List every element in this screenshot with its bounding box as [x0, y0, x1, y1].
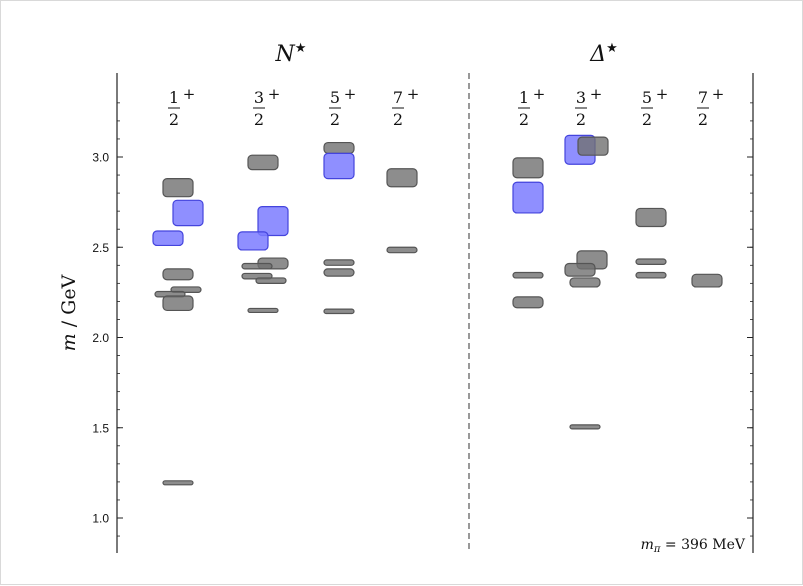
- mass-level-gray: [512, 296, 544, 309]
- mass-level-gray: [323, 268, 355, 277]
- y-tick-label: 1.5: [92, 421, 109, 435]
- y-axis-label-unit: / GeV: [58, 274, 80, 333]
- parity-sign: +: [533, 85, 546, 103]
- spin-denominator: 2: [698, 110, 708, 129]
- spin-numerator: 3: [576, 88, 586, 107]
- mass-level-blue: [172, 199, 204, 227]
- parity-sign: +: [712, 85, 725, 103]
- mass-level-gray: [569, 277, 601, 288]
- mass-level-gray: [162, 480, 194, 486]
- mass-level-gray: [577, 136, 609, 156]
- panel-title-star: ★: [606, 41, 618, 56]
- y-tick-label: 1.0: [92, 512, 109, 526]
- panel-title-star: ★: [295, 41, 307, 56]
- mass-level-gray: [247, 154, 279, 171]
- mass-level-gray: [635, 271, 667, 279]
- mass-level-blue: [152, 230, 184, 247]
- mass-level-gray: [512, 271, 544, 279]
- panel-headers: N★12+ 32+ 52+ 72+Δ★12+ 32+ 52+ 72+: [168, 41, 724, 129]
- parity-sign: +: [183, 85, 196, 103]
- y-ticks: 1.0 1.5 2.0 2.5 3.0: [92, 102, 753, 537]
- mass-level-gray: [635, 207, 667, 228]
- spin-numerator: 3: [254, 88, 264, 107]
- spin-numerator: 7: [393, 88, 403, 107]
- mass-level-blue: [323, 152, 355, 180]
- mass-level-gray: [323, 259, 355, 266]
- spin-numerator: 5: [330, 88, 340, 107]
- y-axis-label: m / GeV: [58, 274, 80, 351]
- panel-title-base: Δ: [589, 42, 606, 67]
- mass-level-gray: [386, 246, 418, 254]
- mass-level-gray: [512, 157, 544, 179]
- annotation-sub: π: [653, 544, 661, 555]
- spin-numerator: 5: [642, 88, 652, 107]
- y-tick-label: 2.0: [92, 331, 109, 345]
- spin-denominator: 2: [254, 110, 264, 129]
- mass-level-gray: [255, 277, 287, 284]
- pion-mass-annotation: mπ = 396 MeV: [641, 537, 746, 555]
- mass-level-gray: [323, 141, 355, 154]
- spin-numerator: 7: [698, 88, 708, 107]
- spin-numerator: 1: [169, 88, 179, 107]
- spin-denominator: 2: [393, 110, 403, 129]
- mass-level-gray: [241, 262, 273, 270]
- mass-level-blue: [257, 206, 289, 237]
- mass-level-blue: [237, 231, 269, 251]
- parity-sign: +: [344, 85, 357, 103]
- parity-sign: +: [590, 85, 603, 103]
- spin-denominator: 2: [519, 110, 529, 129]
- annotation-rhs: = 396 MeV: [660, 537, 745, 553]
- panel-title-base: N: [275, 42, 296, 67]
- mass-levels: [152, 134, 723, 486]
- mass-level-gray: [247, 307, 279, 314]
- mass-level-gray: [323, 308, 355, 315]
- mass-level-gray: [162, 178, 194, 198]
- parity-sign: +: [656, 85, 669, 103]
- mass-level-gray: [635, 258, 667, 265]
- parity-sign: +: [407, 85, 420, 103]
- annotation-lhs: m: [641, 537, 654, 553]
- y-axis-label-var: m: [58, 333, 80, 351]
- mass-level-gray: [564, 262, 596, 277]
- spin-denominator: 2: [576, 110, 586, 129]
- panel-title: N★: [275, 41, 307, 67]
- spin-denominator: 2: [642, 110, 652, 129]
- mass-level-blue: [512, 181, 544, 214]
- y-tick-label: 3.0: [92, 151, 109, 165]
- spin-denominator: 2: [330, 110, 340, 129]
- y-tick-label: 2.5: [92, 241, 109, 255]
- spin-numerator: 1: [519, 88, 529, 107]
- mass-level-gray: [386, 168, 418, 188]
- mass-level-gray: [162, 268, 194, 281]
- mass-level-gray: [691, 273, 723, 288]
- parity-sign: +: [268, 85, 281, 103]
- spin-denominator: 2: [169, 110, 179, 129]
- mass-level-gray: [162, 295, 194, 312]
- panel-title: Δ★: [589, 41, 618, 67]
- mass-level-gray: [569, 424, 601, 430]
